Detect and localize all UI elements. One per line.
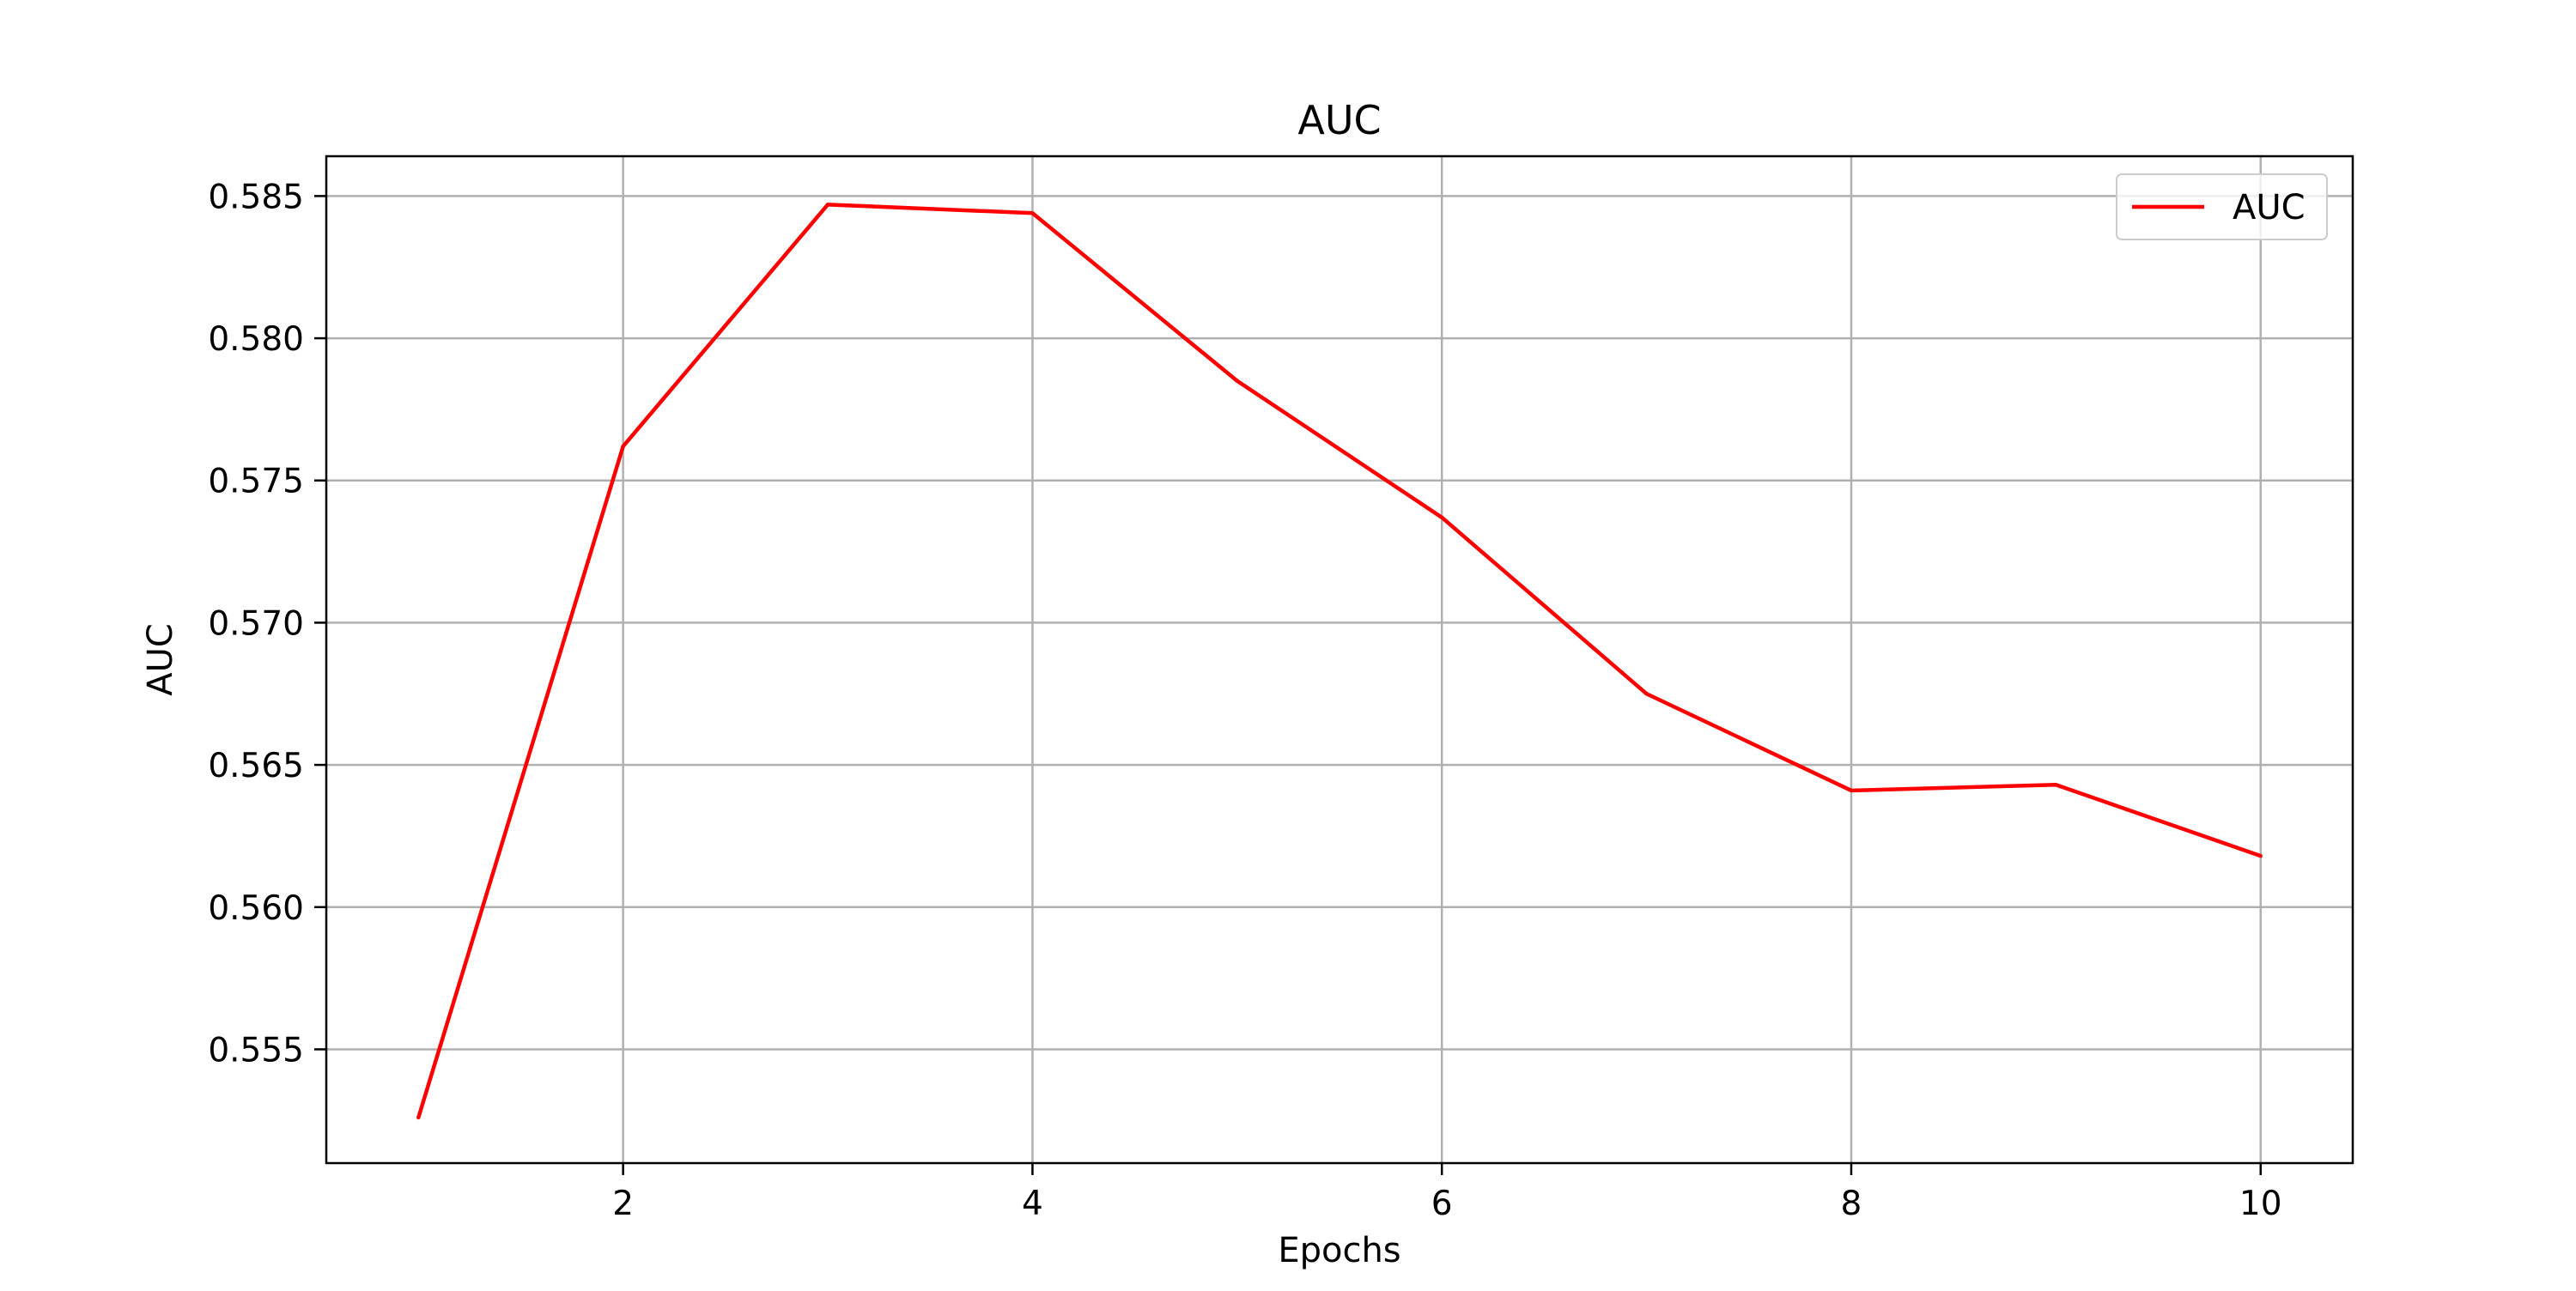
data-point bbox=[2054, 783, 2058, 787]
x-tick-label: 10 bbox=[2239, 1185, 2282, 1223]
data-point bbox=[621, 444, 625, 449]
data-point bbox=[1030, 211, 1035, 215]
data-point bbox=[1439, 515, 1444, 520]
legend-box bbox=[2116, 173, 2328, 240]
y-tick-label: 0.575 bbox=[208, 463, 304, 501]
y-axis-label: AUC bbox=[141, 623, 180, 696]
data-point bbox=[1644, 692, 1649, 696]
y-tick-label: 0.585 bbox=[208, 178, 304, 216]
x-tick-label: 8 bbox=[1841, 1185, 1862, 1223]
y-tick-label: 0.580 bbox=[208, 320, 304, 359]
y-axis-ticks: 0.555 0.560 0.565 0.570 0.575 0.580 0.585 bbox=[208, 178, 326, 1070]
legend-label-auc: AUC bbox=[2233, 188, 2306, 227]
chart-title: AUC bbox=[1297, 97, 1381, 143]
data-point bbox=[416, 1115, 421, 1120]
series-line-auc bbox=[416, 203, 2262, 1118]
y-tick-label: 0.555 bbox=[208, 1031, 304, 1070]
data-point bbox=[2258, 853, 2263, 858]
grid-lines bbox=[326, 156, 2353, 1163]
x-tick-label: 6 bbox=[1431, 1185, 1453, 1223]
series-lines bbox=[416, 203, 2263, 1120]
legend: AUC bbox=[2116, 173, 2328, 240]
y-tick-label: 0.565 bbox=[208, 747, 304, 785]
data-point bbox=[1849, 788, 1854, 793]
y-tick-label: 0.570 bbox=[208, 604, 304, 643]
x-axis-label: Epochs bbox=[1278, 1231, 1400, 1270]
plot-frame bbox=[325, 155, 2354, 1165]
data-point bbox=[825, 203, 830, 207]
data-point bbox=[1235, 379, 1240, 383]
x-axis-ticks: 2 4 6 8 10 bbox=[612, 1163, 2282, 1223]
x-tick-label: 4 bbox=[1022, 1185, 1043, 1223]
x-tick-label: 2 bbox=[612, 1185, 634, 1223]
y-tick-label: 0.560 bbox=[208, 889, 304, 928]
